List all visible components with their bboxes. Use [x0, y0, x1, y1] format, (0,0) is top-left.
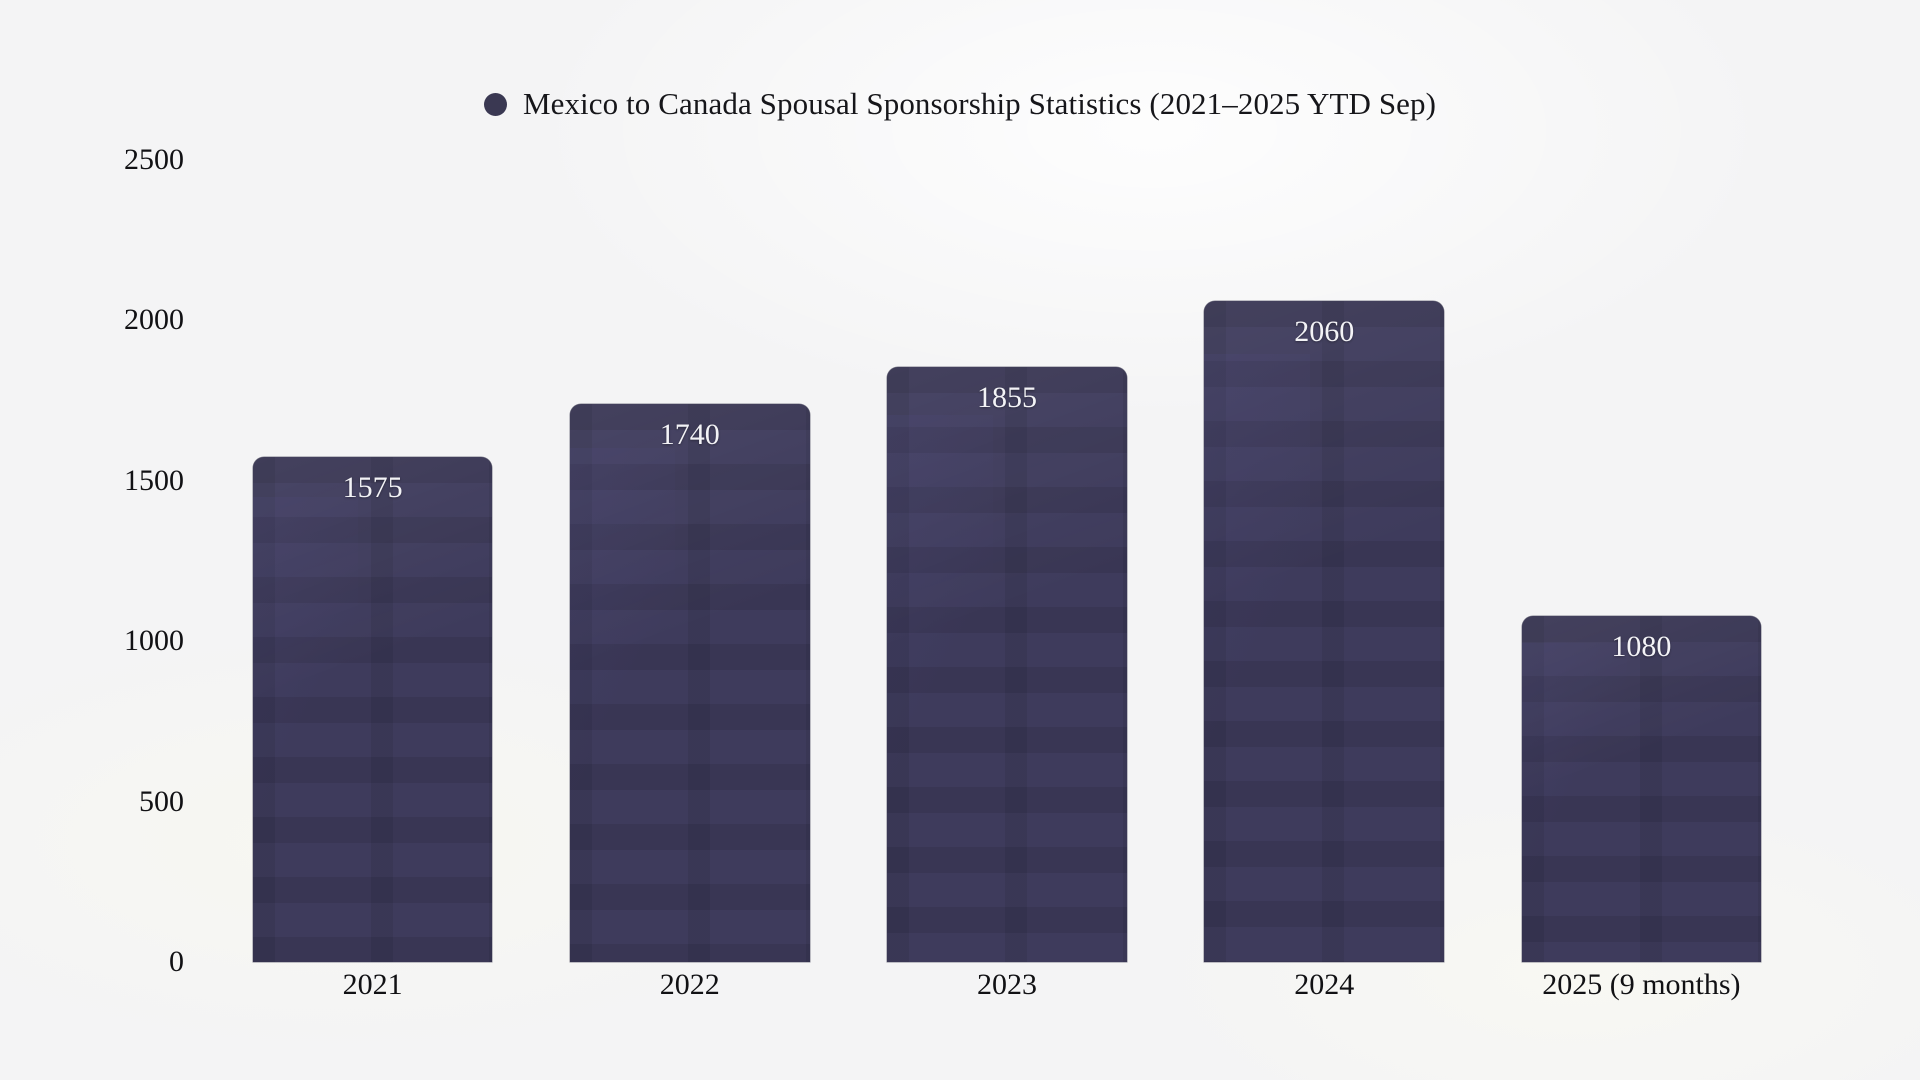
bar-2024[interactable]: 2060	[1204, 301, 1444, 962]
y-axis-tick-label: 1500	[124, 463, 184, 497]
y-axis-tick-label: 500	[139, 784, 184, 818]
bar-2022[interactable]: 1740	[570, 403, 810, 962]
y-axis: 0 500 1000 1500 2000 2500	[0, 145, 200, 977]
bar-2023[interactable]: 1855	[887, 366, 1127, 962]
x-axis-tick-label: 2023	[976, 968, 1037, 1001]
bar-value-label: 1855	[976, 380, 1037, 414]
bar-group: 1575 1740 1855 2060 1080	[214, 160, 1800, 962]
y-axis-tick-label: 2000	[124, 303, 184, 337]
bar-value-label: 2060	[1294, 315, 1355, 349]
y-axis-tick-label: 2500	[124, 143, 184, 176]
x-axis-tick-label: 2021	[342, 968, 403, 1001]
y-axis-tick-label: 0	[169, 945, 184, 978]
x-axis-tick-label: 2024	[1294, 968, 1355, 1001]
y-axis-tick-label: 1000	[124, 624, 184, 658]
bar-value-label: 1575	[342, 470, 403, 504]
bar-2025-9-months-[interactable]: 1080	[1521, 615, 1762, 962]
bar-slot: 2060	[1204, 160, 1444, 962]
circle-icon	[483, 93, 507, 116]
plot-area: 1575 1740 1855 2060 1080	[214, 160, 1800, 962]
x-axis: 2021 2022 2023 2024 2025 (9 months)	[214, 970, 1800, 1030]
chart-legend: Mexico to Canada Spousal Sponsorship Sta…	[0, 88, 1920, 119]
bar-slot: 1080	[1521, 160, 1762, 962]
bar-value-label: 1080	[1611, 629, 1672, 663]
bar-slot: 1855	[887, 160, 1127, 962]
bar-value-label: 1740	[659, 417, 720, 451]
chart-title: Mexico to Canada Spousal Sponsorship Sta…	[522, 86, 1437, 121]
bar-slot: 1575	[252, 160, 493, 962]
x-axis-tick-label: 2025 (9 months)	[1542, 968, 1741, 1001]
x-axis-tick-label: 2022	[659, 968, 720, 1001]
bar-2021[interactable]: 1575	[252, 456, 493, 962]
bar-slot: 1740	[570, 160, 810, 962]
